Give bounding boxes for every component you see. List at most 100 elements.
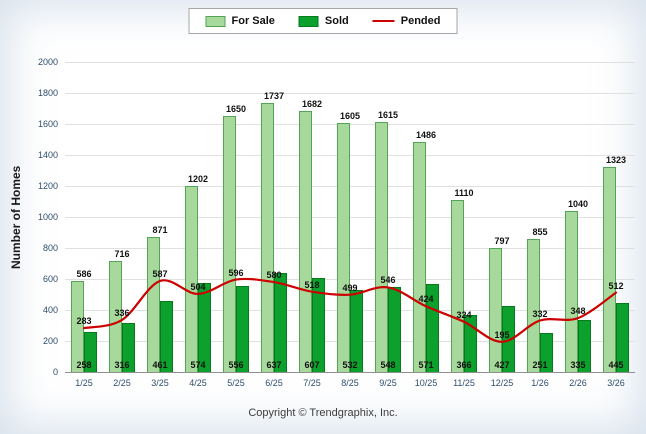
sold-bar [274, 273, 287, 372]
x-axis-tick-label: 2/25 [113, 378, 131, 388]
y-axis-tick-label: 800 [42, 243, 58, 253]
sold-value-label: 251 [532, 360, 548, 370]
pended-value-label: 336 [114, 307, 130, 318]
legend-item-sold: Sold [298, 15, 349, 27]
for-sale-bar [413, 141, 426, 372]
sold-value-label: 548 [380, 360, 396, 370]
y-axis-tick-label: 1800 [37, 88, 58, 98]
pended-value-label: 195 [494, 329, 510, 340]
legend-label-for-sale: For Sale [231, 15, 275, 27]
for-sale-bar [299, 111, 312, 372]
for-sale-bar [185, 185, 198, 372]
x-axis-tick-label: 1/26 [531, 378, 549, 388]
for-sale-value-label: 1682 [301, 99, 323, 110]
for-sale-bar [223, 116, 236, 372]
for-sale-value-label: 855 [532, 227, 548, 238]
legend-label-pended: Pended [400, 15, 441, 27]
for-sale-value-label: 1202 [187, 173, 209, 184]
for-sale-bar [603, 166, 616, 372]
for-sale-swatch-icon [205, 15, 226, 27]
pended-value-label: 324 [456, 309, 472, 320]
sold-value-label: 427 [494, 360, 510, 370]
y-axis-tick-label: 0 [52, 367, 58, 377]
x-axis-tick-label: 9/25 [379, 378, 397, 388]
sold-swatch-icon [298, 15, 319, 27]
for-sale-bar [147, 237, 160, 372]
sold-value-label: 445 [608, 360, 624, 370]
y-axis-tick-label: 1000 [37, 212, 58, 222]
pended-value-label: 546 [380, 275, 396, 286]
y-axis-tick-label: 200 [42, 336, 58, 346]
x-axis-tick-label: 5/25 [227, 378, 245, 388]
gridline [65, 217, 635, 218]
pended-value-label: 424 [418, 294, 434, 305]
for-sale-value-label: 1605 [339, 111, 361, 122]
legend-label-sold: Sold [324, 15, 349, 27]
for-sale-value-label: 1737 [263, 90, 285, 101]
for-sale-bar [565, 210, 578, 372]
pended-value-label: 348 [570, 306, 586, 317]
sold-value-label: 556 [228, 360, 244, 370]
for-sale-bar [71, 281, 84, 372]
x-axis-tick-label: 1/25 [75, 378, 93, 388]
gridline [65, 62, 635, 63]
y-axis-tick-label: 1200 [37, 181, 58, 191]
sold-value-label: 637 [266, 360, 282, 370]
y-axis-tick-label: 1400 [37, 150, 58, 160]
for-sale-value-label: 797 [494, 236, 510, 247]
pended-value-label: 518 [304, 279, 320, 290]
sold-value-label: 571 [418, 360, 434, 370]
for-sale-value-label: 1486 [415, 129, 437, 140]
gridline [65, 93, 635, 94]
gridline [65, 248, 635, 249]
for-sale-bar [527, 239, 540, 372]
chart-legend: For Sale Sold Pended [188, 8, 458, 34]
for-sale-bar [261, 102, 274, 372]
pended-value-label: 580 [266, 270, 282, 281]
pended-value-label: 283 [76, 316, 92, 327]
for-sale-bar [489, 248, 502, 372]
for-sale-value-label: 1650 [225, 104, 247, 115]
sold-value-label: 607 [304, 360, 320, 370]
pended-value-label: 332 [532, 308, 548, 319]
sold-value-label: 316 [114, 360, 130, 370]
sold-value-label: 335 [570, 360, 586, 370]
sold-value-label: 574 [190, 360, 206, 370]
pended-value-label: 504 [190, 281, 206, 292]
y-axis-tick-label: 600 [42, 274, 58, 284]
x-axis-tick-label: 11/25 [453, 378, 475, 388]
x-axis-tick-label: 6/25 [265, 378, 283, 388]
pended-value-label: 499 [342, 282, 358, 293]
for-sale-value-label: 871 [152, 224, 168, 235]
legend-item-pended: Pended [372, 15, 441, 27]
pended-value-label: 512 [608, 280, 624, 291]
y-axis-tick-label: 2000 [37, 57, 58, 67]
y-axis-tick-label: 1600 [37, 119, 58, 129]
for-sale-value-label: 1615 [377, 109, 399, 120]
for-sale-bar [451, 199, 464, 372]
for-sale-bar [337, 123, 350, 372]
legend-item-for-sale: For Sale [205, 15, 275, 27]
x-axis-tick-label: 7/25 [303, 378, 321, 388]
x-axis-tick-label: 8/25 [341, 378, 359, 388]
for-sale-value-label: 1040 [567, 198, 589, 209]
for-sale-value-label: 1110 [454, 187, 474, 198]
sold-value-label: 366 [456, 360, 472, 370]
pended-line-swatch-icon [372, 20, 395, 22]
sold-value-label: 258 [76, 360, 92, 370]
for-sale-value-label: 586 [76, 269, 92, 280]
gridline [65, 124, 635, 125]
for-sale-value-label: 1323 [605, 154, 627, 165]
sold-value-label: 532 [342, 360, 358, 370]
sold-bar [198, 283, 211, 372]
x-axis-tick-label: 10/25 [414, 378, 438, 388]
sold-bar [312, 277, 325, 372]
pended-value-label: 587 [152, 269, 168, 279]
copyright-text: Copyright © Trendgraphix, Inc. [248, 407, 398, 419]
x-axis-tick-label: 3/26 [607, 378, 625, 388]
plot-area: 586 283 258 716 336 316 871 587 461 1202 504 574 165… [65, 62, 635, 373]
for-sale-value-label: 716 [114, 249, 130, 260]
pended-value-label: 596 [228, 267, 244, 278]
gridline [65, 186, 635, 187]
